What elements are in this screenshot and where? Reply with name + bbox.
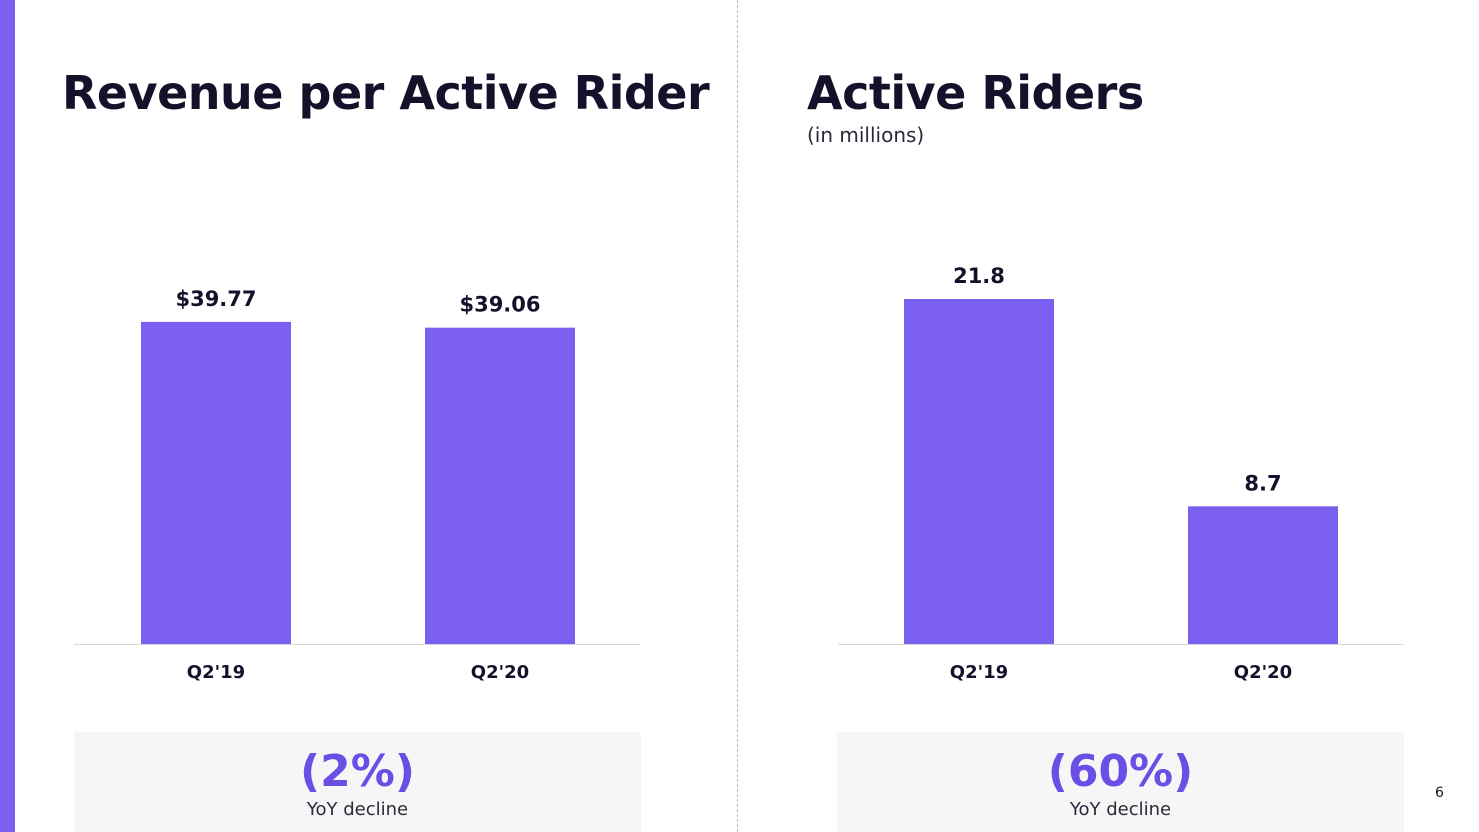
panel-divider <box>737 0 738 832</box>
riders-bar-2 <box>1188 506 1338 644</box>
active-riders-chart: 21.8 Q2'19 8.7 Q2'20 <box>838 264 1404 683</box>
accent-bar <box>0 0 15 832</box>
active-riders-yoy-box: (60%) YoY decline <box>837 732 1404 832</box>
active-riders-subtitle: (in millions) <box>807 123 925 147</box>
active-riders-yoy-value: (60%) <box>1047 746 1194 797</box>
riders-bar-1 <box>904 299 1054 644</box>
page-number: 6 <box>1435 785 1444 801</box>
revenue-x-tick-label-2: Q2'20 <box>471 662 529 683</box>
revenue-value-label-1: $39.77 <box>175 287 256 311</box>
riders-x-tick-label-2: Q2'20 <box>1234 662 1292 683</box>
revenue-yoy-label: YoY decline <box>306 799 409 820</box>
riders-value-label-1: 21.8 <box>953 264 1005 288</box>
active-riders-chart-title: Active Riders <box>807 66 1144 120</box>
revenue-yoy-value: (2%) <box>300 746 415 797</box>
revenue-value-label-2: $39.06 <box>459 293 540 317</box>
revenue-bar-2 <box>425 327 575 644</box>
revenue-chart-title: Revenue per Active Rider <box>62 66 710 120</box>
revenue-x-tick-label-1: Q2'19 <box>187 662 245 683</box>
revenue-bar-1 <box>141 321 291 644</box>
revenue-yoy-box: (2%) YoY decline <box>74 732 641 832</box>
revenue-per-rider-chart: $39.77 Q2'19 $39.06 Q2'20 <box>74 287 640 683</box>
active-riders-yoy-label: YoY decline <box>1069 799 1172 820</box>
riders-x-tick-label-1: Q2'19 <box>950 662 1008 683</box>
riders-value-label-2: 8.7 <box>1244 471 1281 495</box>
